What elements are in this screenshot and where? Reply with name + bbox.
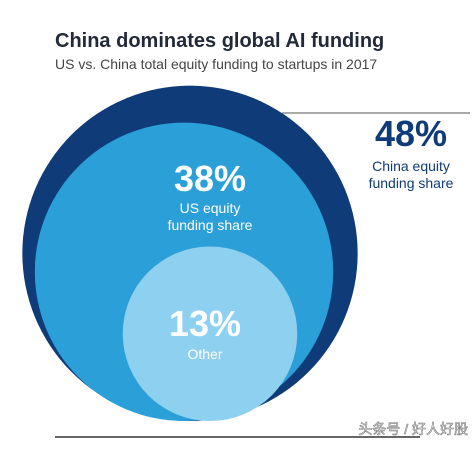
chart-subtitle: US vs. China total equity funding to sta… [55, 56, 377, 72]
watermark: 头条号 / 好人好股 [358, 421, 468, 437]
series-label: Other [187, 346, 223, 362]
value-label: 13% [168, 303, 242, 344]
chart-title: China dominates global AI funding [55, 30, 384, 52]
value-label: 38% [173, 158, 247, 199]
series-label: US equity funding share [167, 200, 253, 233]
value-label: 48% [374, 113, 448, 154]
circle-2 [122, 246, 298, 421]
series-label: China equity funding share [368, 158, 454, 191]
